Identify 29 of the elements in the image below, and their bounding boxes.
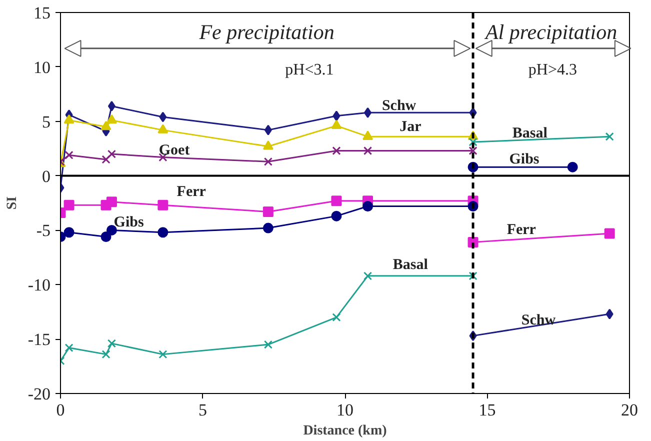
y-tick-label: -20 — [28, 384, 51, 404]
series-label: Jar — [400, 118, 422, 135]
x-tick-label: 20 — [621, 400, 638, 420]
x-tick-label: 5 — [198, 400, 207, 420]
annotation: Al precipitation — [483, 20, 618, 44]
y-tick-label: 0 — [42, 166, 50, 186]
x-tick-label: 10 — [336, 400, 354, 420]
y-tick-label: 5 — [42, 112, 50, 132]
series-label: Schw — [521, 312, 556, 329]
y-tick-label: -5 — [36, 221, 51, 240]
series-label: Basal — [512, 125, 548, 142]
annotation: Fe precipitation — [198, 20, 334, 44]
series-label: Schw — [382, 98, 416, 114]
annotation: pH<3.1 — [285, 62, 334, 79]
y-tick-label: -10 — [28, 276, 51, 295]
series-label: Ferr — [176, 184, 206, 200]
x-tick-label: 0 — [56, 400, 65, 420]
y-axis-title: SI — [4, 196, 20, 210]
series-label: Gibs — [114, 214, 144, 231]
x-axis-title: Distance (km) — [303, 424, 388, 438]
y-tick-label: -15 — [28, 330, 51, 350]
series-label: Basal — [392, 257, 428, 274]
y-tick-label: 15 — [34, 4, 50, 22]
series-label: Ferr — [506, 222, 536, 238]
annotation: pH>4.3 — [528, 62, 577, 79]
series-label: Goet — [158, 142, 190, 159]
y-tick-label: 10 — [34, 58, 50, 77]
x-tick-label: 15 — [478, 400, 496, 420]
series-label: Gibs — [509, 151, 540, 168]
